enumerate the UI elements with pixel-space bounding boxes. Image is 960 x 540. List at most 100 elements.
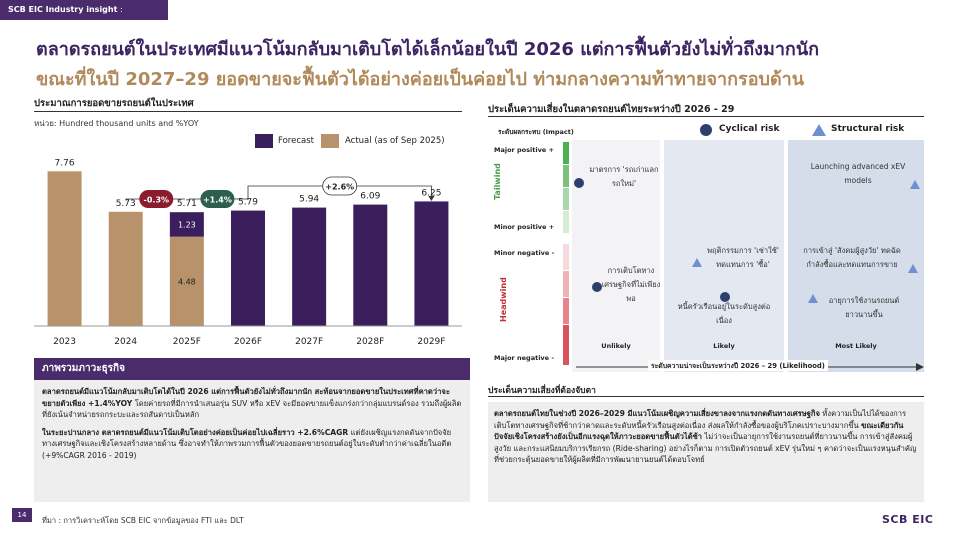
overview-p1-text: โดยค่ายรถที่มีการนำเสนอรุ่น SUV หรือ xEV… [42, 398, 462, 420]
headwind-scale-1 [563, 244, 569, 270]
overview-body: ตลาดรถยนต์มีแนวโน้มกลับมาเติบโตได้ในปี 2… [34, 380, 470, 502]
watch-rule [488, 396, 924, 397]
overview-heading: ภาพรวมภาวะธุรกิจ [34, 358, 470, 380]
risk-marker-structural [908, 264, 918, 273]
risk-matrix-rule [488, 116, 924, 117]
report-section: : Automotive [8, 5, 123, 34]
x-tick-label: 2026F [234, 337, 262, 347]
column-label-most-likely: Most Likely [835, 342, 877, 350]
minor-negative-label: Minor negative - [494, 249, 555, 257]
cagr-badge [322, 176, 358, 196]
risk-leasing-behavior: พฤติกรรมการ 'เช่าใช้' ทดแทนการ 'ซื้อ' [707, 246, 779, 269]
risk-marker-cyclical [720, 292, 730, 302]
chart-unit: หน่วย: Hundred thousand units and %YOY [34, 119, 199, 128]
overview-paragraph-1: ตลาดรถยนต์มีแนวโน้มกลับมาเติบโตได้ในปี 2… [42, 386, 462, 421]
column-most-likely [788, 140, 924, 372]
bar-2023 [47, 171, 82, 326]
minor-positive-label: Minor positive + [494, 223, 555, 231]
headwind-scale-4 [563, 325, 569, 365]
bar-actual-2025F [169, 236, 204, 326]
risk-longer-car-life: อายุการใช้งานรถยนต์ยาวนานขึ้น [828, 296, 900, 319]
overview-p2-bold: ในระยะปานกลาง ตลาดรถยนต์มีแนวโน้มเติบโตอ… [42, 427, 349, 437]
legend-actual-swatch [321, 134, 339, 148]
growth-badge-2025 [139, 190, 174, 208]
sales-bar-chart: 7.76 2023 5.73 2024 4.48 1.23 5.71 2025F 5.79 202… [34, 158, 462, 347]
chart-title: ประมาณการยอดขายรถยนต์ในประเทศ [34, 98, 194, 109]
source-note: ที่มา : การวิเคราะห์โดย SCB EIC จากข้อมู… [42, 516, 244, 525]
column-likely [664, 140, 784, 372]
bar-value-label: 7.76 [55, 158, 75, 168]
tailwind-scale-2 [563, 165, 569, 187]
headwind-label: Headwind [499, 277, 508, 322]
bar-2028F [353, 204, 388, 326]
page-title: ตลาดรถยนต์ในประเทศมีแนวโน้มกลับมาเติบโตไ… [36, 39, 820, 60]
bar-forecast-2025F [169, 212, 204, 237]
report-brand: SCB EIC Industry insight [8, 5, 118, 14]
legend-forecast-label: Forecast [278, 136, 314, 146]
risk-advanced-xev: Launching advanced xEV models [810, 162, 906, 185]
overview-p2-text: แต่ยังเผชิญแรงกดดันจากปัจจัยทางเศรษฐกิจแ… [42, 427, 452, 460]
cyclical-risk-icon [700, 124, 712, 136]
growth-badge-2026-label: +1.4% [203, 196, 232, 205]
risk-household-debt: หนี้ครัวเรือนอยู่ในระดับสูงต่อเนื่อง [677, 302, 771, 325]
watch-text-2: ไม่ว่าจะเป็นอายุการใช้งานรถยนต์ที่ยาวนาน… [494, 432, 917, 465]
bar-value-label: 6.09 [360, 192, 380, 202]
bar-value-label: 5.79 [238, 198, 258, 208]
major-negative-label: Major negative - [494, 354, 555, 362]
x-tick-label: 2028F [356, 337, 384, 347]
risk-marker-structural [692, 258, 702, 267]
risk-marker-structural [808, 294, 818, 303]
page-number: 14 [12, 508, 32, 522]
overview-p1-bold: ตลาดรถยนต์มีแนวโน้มกลับมาเติบโตได้ในปี 2… [42, 387, 450, 408]
bar-value-label: 5.73 [116, 199, 136, 209]
structural-risk-icon [812, 124, 826, 136]
headwind-scale-3 [563, 298, 569, 324]
bar-value-label: 5.94 [299, 195, 319, 205]
growth-badge-2026 [200, 190, 235, 208]
bar-2027F [292, 207, 327, 326]
impact-axis-label: ระดับผลกระทบ (Impact) [498, 128, 574, 136]
x-tick-label: 2029F [417, 337, 445, 347]
bar-segment-label: 4.48 [178, 277, 196, 286]
column-label-likely: Likely [713, 342, 735, 350]
likelihood-axis-label: ระดับความน่าจะเป็นระหว่างปี 2026 – 29 (L… [648, 360, 828, 371]
x-tick-label: 2024 [114, 337, 137, 347]
scb-eic-logo: SCB EIC [882, 513, 934, 526]
bar-2026F [231, 210, 265, 326]
bar-value-label: 5.71 [177, 199, 197, 209]
risk-aging-society: การเข้าสู่ 'สังคมผู้สูงวัย' ทดฉัดกำลังซื… [803, 246, 901, 269]
tailwind-scale-4 [563, 211, 569, 233]
risk-matrix-title: ประเด็นความเสี่ยงในตลาดรถยนต์ไทยระหว่างป… [488, 104, 735, 115]
cagr-arrowhead [428, 196, 435, 201]
legend-actual-label: Actual (as of Sep 2025) [345, 136, 445, 146]
watch-heading: ประเด็นความเสี่ยงที่ต้องจับตา [488, 386, 596, 396]
risk-marker-structural [910, 180, 920, 189]
risk-scrappage-scheme: มาตรการ 'รถเก่าแลก รถใหม่' [589, 165, 659, 188]
watch-body: ตลาดรถยนต์ไทยในช่วงปี 2026–2029 มีแนวโน้… [488, 402, 924, 502]
cyclical-risk-legend: Cyclical risk [719, 124, 780, 134]
legend-forecast-swatch [255, 134, 273, 148]
cagr-badge-label: +2.6% [325, 183, 354, 192]
structural-risk-legend: Structural risk [831, 124, 905, 134]
column-unlikely [572, 140, 660, 372]
headwind-scale-2 [563, 271, 569, 297]
growth-badge-2025-label: -0.3% [144, 196, 170, 205]
watch-bold-2: ขณะเดียวกันปัจจัยเชิงโครงสร้างยังเป็นอีก… [494, 420, 904, 442]
chart-title-rule [34, 111, 462, 112]
bar-segment-label: 1.23 [178, 220, 196, 229]
risk-marker-cyclical [574, 178, 584, 188]
page-subtitle: ขณะที่ในปี 2027–29 ยอดขายจะฟื้นตัวได้อย่… [36, 69, 805, 90]
report-tag: SCB EIC Industry insight : Automotive [0, 0, 168, 34]
column-label-unlikely: Unlikely [601, 342, 631, 350]
tailwind-scale-1 [563, 142, 569, 164]
bar-2029F [414, 201, 449, 326]
x-tick-label: 2023 [53, 337, 76, 347]
major-positive-label: Major positive + [494, 146, 554, 154]
bar-2024 [108, 211, 143, 326]
x-tick-label: 2027F [295, 337, 323, 347]
risk-marker-cyclical [592, 282, 602, 292]
tailwind-scale-3 [563, 188, 569, 210]
tailwind-label: Tailwind [493, 163, 502, 200]
watch-text-1: ทั้งความเป็นไปได้ของการเติบโตทางเศรษฐกิจ… [494, 409, 907, 430]
x-tick-label: 2025F [173, 337, 201, 347]
